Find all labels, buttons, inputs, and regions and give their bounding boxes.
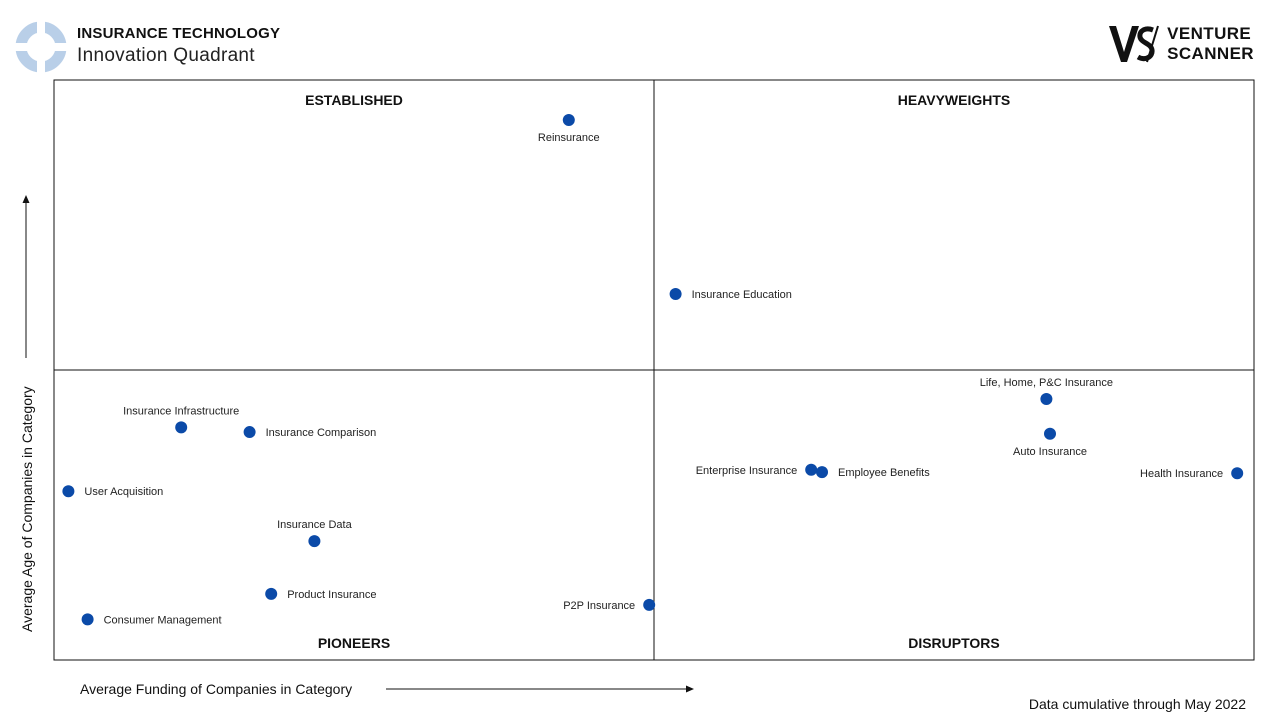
data-point (1231, 467, 1244, 480)
brand-line-1: VENTURE (1167, 24, 1252, 43)
y-axis-arrowhead (22, 195, 30, 203)
data-points: Reinsurance Insurance Education Life, Home… (62, 114, 1244, 626)
quadrant-label-established: ESTABLISHED (305, 92, 403, 108)
data-point-label: Insurance Comparison (266, 427, 377, 439)
data-point (1040, 393, 1053, 405)
data-note: Data cumulative through May 2022 (1028, 696, 1246, 712)
data-point-label: Insurance Infrastructure (123, 405, 239, 417)
data-point-label: Auto Insurance (1013, 446, 1087, 458)
data-point (243, 426, 256, 439)
data-point-label: Product Insurance (287, 589, 376, 601)
data-point (175, 421, 188, 434)
x-axis-label: Average Funding of Companies in Category (80, 681, 352, 697)
brand-line-2: SCANNER (1167, 44, 1254, 63)
data-point-label: Reinsurance (538, 132, 600, 144)
data-point (81, 613, 94, 626)
data-point (805, 463, 818, 476)
data-point-label: User Acquisition (84, 486, 163, 498)
circle-quadrant-logo-icon (14, 20, 68, 74)
data-point (1044, 427, 1056, 440)
data-point (643, 598, 656, 611)
header: INSURANCE TECHNOLOGY Innovation Quadrant (77, 25, 280, 67)
quadrant-label-disruptors: DISRUPTORS (908, 635, 1000, 651)
data-point (62, 485, 75, 498)
data-point-label: Life, Home, P&C Insurance (980, 377, 1113, 389)
data-point (562, 114, 575, 127)
axes: Average Funding of Companies in Category… (19, 195, 694, 697)
data-point (265, 587, 278, 600)
data-point-label: Enterprise Insurance (696, 465, 798, 477)
quadrant-label-heavyweights: HEAVYWEIGHTS (898, 92, 1011, 108)
vs-monogram-icon (1109, 25, 1160, 63)
data-point-label: P2P Insurance (563, 600, 635, 612)
y-axis-label: Average Age of Companies in Category (19, 386, 35, 632)
data-point-label: Consumer Management (104, 614, 222, 626)
data-point (669, 288, 682, 301)
page-subtitle: Innovation Quadrant (77, 45, 255, 66)
data-point-label: Employee Benefits (838, 467, 930, 479)
brand-name: VENTURE SCANNER (1167, 24, 1254, 64)
data-point (816, 466, 828, 479)
data-point-label: Health Insurance (1140, 468, 1223, 480)
x-axis-arrowhead (686, 685, 694, 693)
data-point (308, 535, 321, 548)
data-point-label: Insurance Data (277, 519, 352, 531)
data-point-label: Insurance Education (692, 289, 792, 301)
page-title: INSURANCE TECHNOLOGY (77, 25, 281, 42)
quadrant-label-pioneers: PIONEERS (318, 635, 390, 651)
brand-logo: VENTURE SCANNER (1109, 24, 1254, 64)
quadrant-labels: ESTABLISHED HEAVYWEIGHTS PIONEERS DISRUP… (305, 92, 1010, 651)
quadrant-frame (53, 79, 1255, 661)
